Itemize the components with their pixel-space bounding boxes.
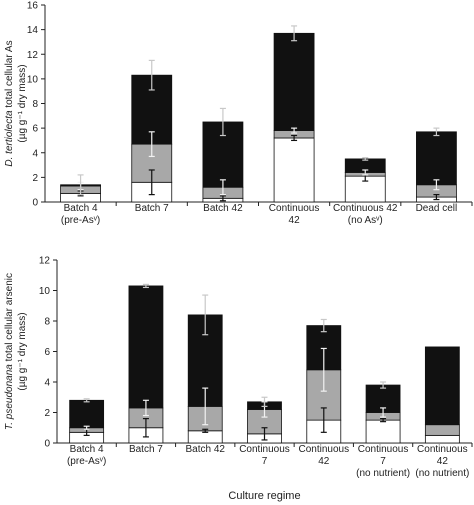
bar-segment-gray <box>424 424 460 436</box>
x-axis-title: Culture regime <box>228 490 300 502</box>
y-axis-title-rest: total cellular As <box>4 40 15 110</box>
y-tick-label: 2 <box>44 408 50 419</box>
x-category-label: Batch 4 <box>64 203 98 214</box>
x-category-label: 42 <box>437 456 449 467</box>
bar-segment-white <box>273 137 315 203</box>
bar-segment-black <box>416 131 457 186</box>
y-axis-title-line2: (µg g⁻¹ dry mass) <box>17 64 28 142</box>
x-category-label: (no nutrient) <box>415 468 469 479</box>
x-category-label: Batch 42 <box>185 444 225 455</box>
y-tick-label: 6 <box>32 124 38 135</box>
x-category-label: Dead cell <box>416 203 458 214</box>
y-tick-label: 10 <box>27 74 39 85</box>
x-category-label: 7 <box>262 456 268 467</box>
y-tick-label: 6 <box>44 347 50 358</box>
x-category-label: Batch 4 <box>70 444 104 455</box>
x-category-label: Batch 42 <box>203 203 243 214</box>
x-category-label: 7 <box>380 456 386 467</box>
x-category-label: (no nutrient) <box>356 468 410 479</box>
y-tick-label: 2 <box>32 173 38 184</box>
x-category-label: Continuous <box>239 444 290 455</box>
x-category-label: Batch 7 <box>135 203 169 214</box>
y-axis-species: T. pseudonana <box>4 364 15 430</box>
y-axis-title-rest: total cellular arsenic <box>4 273 15 364</box>
y-tick-label: 8 <box>32 99 38 110</box>
y-tick-label: 14 <box>27 25 39 36</box>
x-category-label: Continuous 42 <box>333 203 398 214</box>
y-tick-label: 0 <box>32 198 38 209</box>
y-tick-label: 10 <box>39 286 51 297</box>
y-axis-title-line2: (µg g⁻¹ dry mass) <box>17 312 28 390</box>
bar-segment-black <box>424 346 460 426</box>
bar-segment-white <box>365 419 401 444</box>
y-tick-label: 4 <box>44 378 50 389</box>
x-category-label: Continuous <box>269 203 320 214</box>
bar-segment-white <box>424 434 460 444</box>
y-tick-label: 16 <box>27 1 39 12</box>
chart-panel-1: D. tertiolecta total cellular As (µg g⁻¹ … <box>4 1 473 226</box>
x-category-label: Continuous <box>298 444 349 455</box>
y-tick-label: 0 <box>44 439 50 450</box>
bar-segment-black <box>69 399 105 429</box>
x-category-label: (pre-Asᵛ) <box>67 456 106 467</box>
y-axis-title: T. pseudonana total cellular arsenic <box>4 273 15 430</box>
x-category-label: 42 <box>318 456 330 467</box>
x-category-label: Continuous <box>358 444 409 455</box>
x-category-label: Continuous <box>417 444 468 455</box>
x-category-label: Batch 7 <box>129 444 163 455</box>
y-axis-title: D. tertiolecta total cellular As <box>4 40 15 166</box>
chart-panel-2: T. pseudonana total cellular arsenic (µg … <box>4 256 473 502</box>
y-tick-label: 12 <box>27 50 39 61</box>
bar-segment-black <box>273 32 315 131</box>
bar-segment-black <box>128 285 164 409</box>
y-axis-species: D. tertiolecta <box>4 110 15 167</box>
y-tick-label: 8 <box>44 317 50 328</box>
y-tick-label: 4 <box>32 148 38 159</box>
y-tick-label: 12 <box>39 256 51 267</box>
x-category-label: 42 <box>289 215 301 226</box>
x-category-label: (pre-Asᵛ) <box>61 215 100 226</box>
x-category-label: (no Asᵛ) <box>348 215 383 226</box>
